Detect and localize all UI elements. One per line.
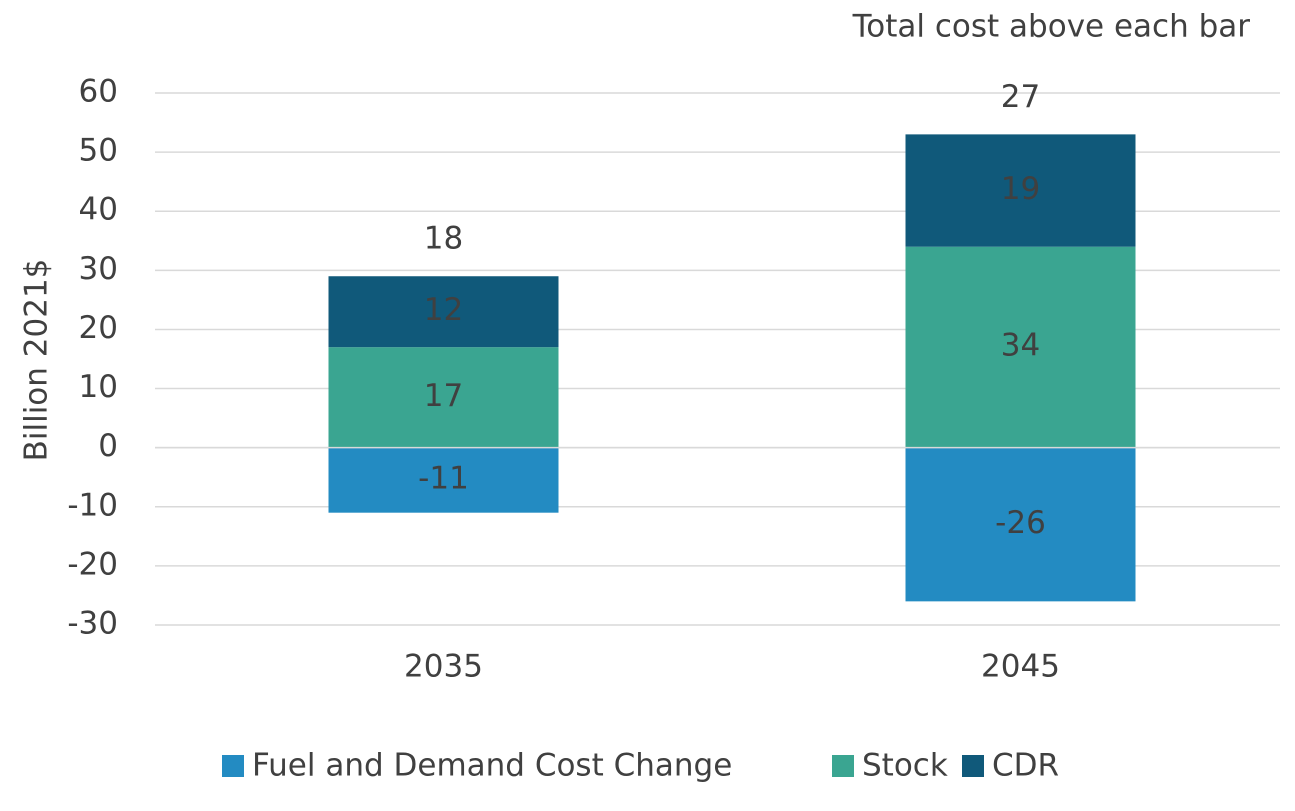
y-tick-label: -20: [67, 546, 118, 582]
data-label: -26: [995, 505, 1046, 541]
data-label: -11: [418, 461, 469, 497]
y-tick-label: 30: [79, 251, 118, 287]
legend-swatch: [962, 755, 984, 777]
legend-label: Stock: [862, 748, 948, 784]
y-axis-label: Billion 2021$: [19, 259, 55, 462]
data-label: 34: [1001, 328, 1040, 364]
legend-swatch: [832, 755, 854, 777]
y-tick-label: 10: [79, 369, 118, 405]
total-label: 27: [1001, 79, 1040, 115]
bar-segment: [905, 246, 1136, 448]
total-label: 18: [424, 221, 463, 257]
y-tick-label: -30: [67, 606, 118, 642]
y-tick-label: 0: [98, 428, 118, 464]
legend-label: Fuel and Demand Cost Change: [252, 748, 732, 784]
legend-swatch: [222, 755, 244, 777]
x-tick-label: 2035: [404, 649, 483, 685]
y-tick-label: 50: [79, 133, 118, 169]
data-label: 12: [424, 292, 463, 328]
bar-segment: [328, 347, 559, 448]
bar-segment: [328, 447, 559, 513]
y-tick-label: 60: [79, 74, 118, 110]
y-tick-label: 40: [79, 192, 118, 228]
annotation: Total cost above each bar: [852, 9, 1251, 45]
data-label: 19: [1001, 171, 1040, 207]
bar-segment: [328, 276, 559, 348]
x-tick-label: 2045: [981, 649, 1060, 685]
data-label: 17: [424, 378, 463, 414]
y-tick-label: -10: [67, 487, 118, 523]
legend-label: CDR: [992, 748, 1059, 784]
bar-segment: [905, 447, 1136, 602]
bar-segment: [905, 134, 1136, 247]
y-tick-label: 20: [79, 310, 118, 346]
